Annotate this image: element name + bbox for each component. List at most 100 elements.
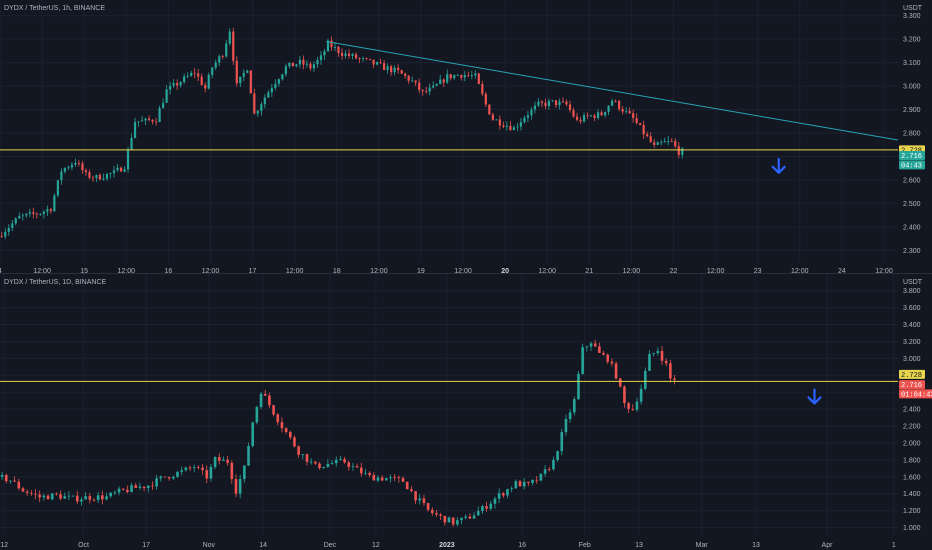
- candle-body: [512, 127, 515, 131]
- daily-chart-pane[interactable]: DYDX / TetherUS, 1D, BINANCE USDT 3.800 3.6…: [0, 274, 932, 550]
- candle-body: [217, 457, 221, 461]
- candle-body: [197, 467, 200, 469]
- candle-body: [502, 125, 505, 127]
- x-tick-label: Oct: [78, 542, 89, 549]
- candle-body: [628, 110, 631, 114]
- candle-body: [230, 462, 234, 480]
- candle-body: [344, 53, 347, 56]
- y-tick-label: 1.000: [903, 525, 921, 532]
- price-tag-label: 04:43: [901, 162, 922, 170]
- candle-body: [25, 491, 29, 493]
- candle-body: [319, 55, 323, 60]
- candle-body: [280, 422, 284, 429]
- candle-body: [585, 346, 589, 348]
- candle-body: [390, 66, 393, 73]
- candle-body: [234, 479, 238, 494]
- candle-body: [365, 58, 368, 59]
- candle-body: [498, 119, 501, 126]
- candle-body: [393, 67, 396, 73]
- candle-body: [293, 437, 296, 447]
- candle-body: [600, 112, 603, 116]
- candle-body: [183, 76, 186, 83]
- candle-body: [77, 162, 81, 164]
- candle-body: [165, 89, 168, 103]
- candle-body: [383, 63, 386, 70]
- candle-body: [505, 125, 508, 127]
- candle-body: [439, 79, 442, 85]
- x-tick-label: 12:00: [538, 268, 556, 274]
- candle-body: [484, 93, 487, 105]
- candle-body: [540, 101, 544, 103]
- candle-body: [305, 63, 309, 65]
- candle-body: [560, 432, 564, 452]
- x-tick-label: Mar: [696, 542, 709, 549]
- x-tick-label: 20: [501, 268, 509, 274]
- candle-body: [674, 141, 677, 147]
- candle-body: [259, 393, 263, 408]
- candle-body: [527, 481, 530, 483]
- candle-body: [38, 494, 41, 498]
- y-tick-label: 2.200: [903, 424, 921, 431]
- candle-body: [102, 178, 105, 180]
- y-tick-label: 3.000: [903, 84, 921, 91]
- candle-body: [4, 231, 7, 237]
- candle-body: [205, 470, 209, 479]
- candle-body: [354, 54, 358, 59]
- candle-body: [18, 216, 21, 219]
- x-tick-label: 13: [752, 542, 760, 549]
- candle-body: [610, 361, 614, 364]
- candle-body: [330, 463, 334, 465]
- candle-body: [575, 116, 579, 120]
- candle-body: [71, 495, 75, 497]
- candle-body: [96, 495, 100, 500]
- x-tick-label: 13: [635, 542, 643, 549]
- candle-body: [447, 517, 451, 523]
- price-tag-label: 2.716: [901, 153, 922, 161]
- candle-body: [554, 100, 558, 106]
- chart-title: DYDX / TetherUS, 1D, BINANCE: [4, 279, 107, 286]
- candle-body: [606, 354, 610, 362]
- candle-body: [558, 101, 561, 106]
- candle-body: [586, 115, 589, 116]
- candle-body: [435, 513, 438, 515]
- candle-body: [263, 97, 266, 105]
- candle-body: [607, 105, 610, 112]
- y-tick-label: 3.800: [903, 288, 921, 295]
- candle-body: [137, 121, 140, 123]
- candle-body: [42, 211, 45, 214]
- candle-body: [302, 59, 305, 65]
- candle-body: [151, 485, 154, 487]
- candle-body: [544, 102, 547, 106]
- candle-body: [656, 142, 659, 145]
- candle-body: [568, 412, 572, 419]
- candle-body: [11, 223, 14, 228]
- candle-body: [358, 58, 361, 60]
- candle-body: [623, 386, 626, 404]
- x-tick-label: Feb: [579, 542, 591, 549]
- candle-body: [255, 407, 259, 423]
- y-tick-label: 3.000: [903, 356, 921, 363]
- price-tag: 2.716: [899, 151, 925, 161]
- candle-body: [535, 479, 539, 481]
- down-arrow-icon: [807, 388, 822, 405]
- candle-body: [91, 177, 95, 179]
- candle-body: [611, 100, 614, 106]
- candle-body: [288, 431, 292, 438]
- y-tick-label: 3.200: [903, 37, 921, 44]
- y-tick-label: 2.000: [903, 440, 921, 447]
- candle-body: [639, 388, 643, 402]
- candle-body: [589, 115, 593, 117]
- candle-body: [281, 74, 284, 80]
- y-tick-label: 1.400: [903, 491, 921, 498]
- candle-body: [537, 101, 540, 106]
- candle-body: [67, 495, 71, 497]
- candle-body: [312, 64, 316, 69]
- x-tick-label: 12:00: [370, 268, 388, 274]
- candle-body: [472, 515, 476, 519]
- price-tag: 2.728: [899, 369, 925, 380]
- x-tick-label: 21: [585, 268, 593, 274]
- candle-body: [190, 72, 193, 76]
- candle-body: [172, 82, 175, 86]
- candle-body: [453, 75, 456, 79]
